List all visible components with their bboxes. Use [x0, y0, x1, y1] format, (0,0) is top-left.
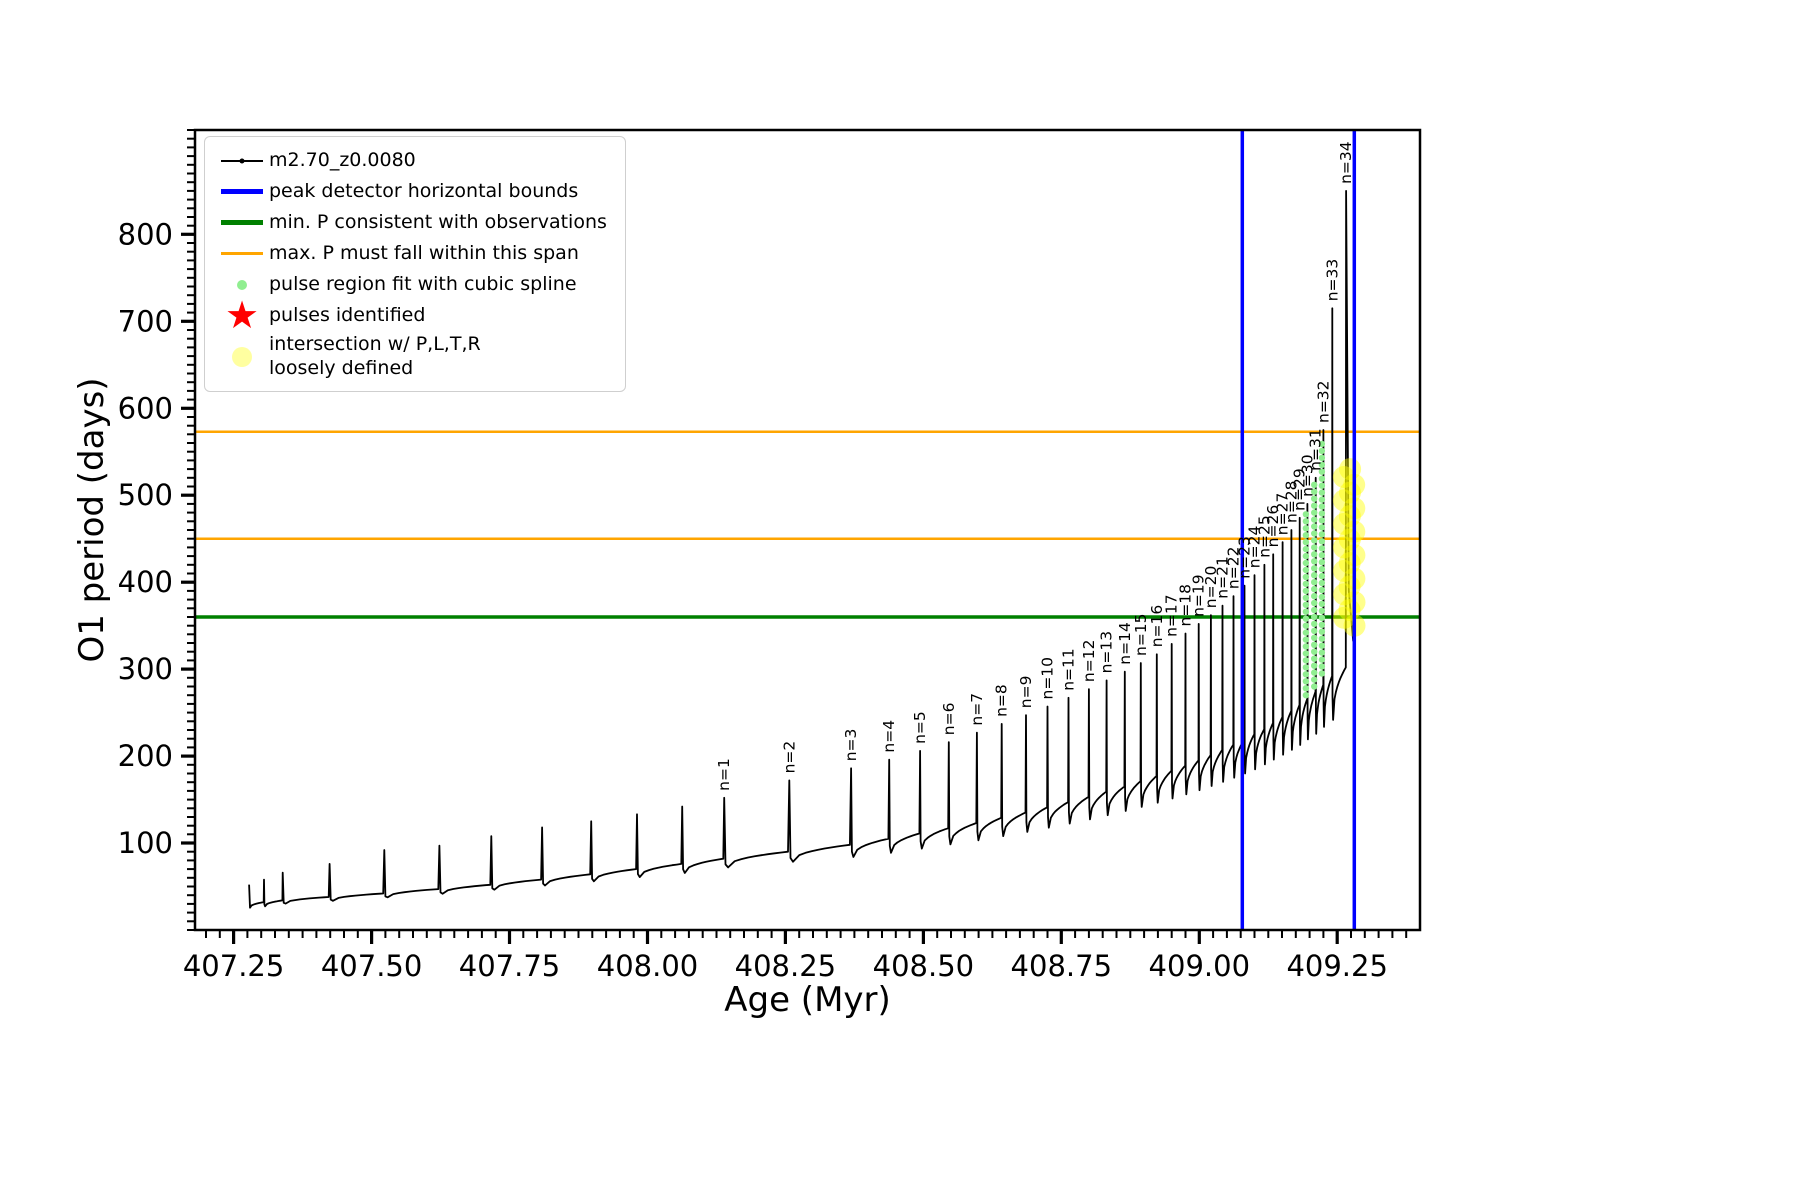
x-tick-label: 409.00 [1149, 949, 1250, 983]
svg-text:n=6: n=6 [940, 703, 958, 736]
legend-label: intersection w/ P,L,T,R loosely defined [269, 333, 481, 379]
legend-label: m2.70_z0.0080 [269, 148, 416, 171]
svg-text:n=26: n=26 [1264, 505, 1282, 548]
yellow-dot-marker [215, 346, 269, 367]
orange-line-marker [215, 252, 269, 255]
svg-text:n=25: n=25 [1255, 515, 1273, 558]
svg-text:n=20: n=20 [1202, 566, 1220, 609]
x-tick-label: 408.75 [1011, 949, 1112, 983]
svg-text:n=13: n=13 [1098, 631, 1116, 674]
y-tick-label: 500 [118, 478, 173, 512]
x-tick-label: 408.25 [735, 949, 836, 983]
svg-text:n=8: n=8 [993, 684, 1011, 717]
x-tick-label: 407.75 [459, 949, 560, 983]
x-tick-label: 409.25 [1286, 949, 1387, 983]
svg-text:n=21: n=21 [1214, 556, 1232, 599]
x-major-ticks: 407.25 407.50 407.75 408.00 408.25 408.50 408.… [183, 930, 1388, 983]
legend-item-peak-bounds: peak detector horizontal bounds [215, 178, 607, 205]
legend-item-intersection: intersection w/ P,L,T,R loosely defined [215, 333, 607, 381]
svg-text:n=16: n=16 [1148, 605, 1166, 648]
green-line-marker [215, 220, 269, 225]
svg-text:n=9: n=9 [1017, 676, 1035, 709]
y-minor-ticks [187, 129, 195, 931]
svg-text:n=7: n=7 [968, 693, 986, 726]
svg-text:n=5: n=5 [911, 711, 929, 744]
svg-text:n=29: n=29 [1291, 468, 1309, 511]
svg-text:n=27: n=27 [1274, 493, 1292, 536]
y-tick-label: 700 [118, 304, 173, 338]
svg-text:n=11: n=11 [1060, 648, 1078, 691]
x-tick-label: 407.50 [321, 949, 422, 983]
x-tick-label: 408.00 [597, 949, 698, 983]
svg-text:n=10: n=10 [1039, 657, 1057, 700]
legend: m2.70_z0.0080 peak detector horizontal b… [204, 136, 626, 392]
svg-text:n=3: n=3 [842, 729, 860, 762]
pulse-labels: n=1n=2 n=3 n=4 n=5 n=6 n=7 n=8 n=9 n=10 n=11 n=12 n… [715, 141, 1355, 790]
svg-text:n=32: n=32 [1314, 380, 1332, 423]
svg-text:n=23: n=23 [1236, 536, 1254, 579]
legend-item-min-p: min. P consistent with observations [215, 209, 607, 236]
svg-text:n=4: n=4 [880, 720, 898, 753]
y-tick-label: 100 [118, 826, 173, 860]
legend-item-pulses: ★ pulses identified [215, 293, 607, 337]
svg-text:n=24: n=24 [1246, 526, 1264, 569]
legend-label: pulses identified [269, 303, 426, 326]
svg-text:n=33: n=33 [1323, 259, 1341, 302]
svg-text:n=17: n=17 [1163, 594, 1181, 637]
legend-label: max. P must fall within this span [269, 241, 579, 264]
legend-item-series: m2.70_z0.0080 [215, 147, 607, 174]
svg-text:n=30: n=30 [1298, 454, 1316, 497]
x-axis-label: Age (Myr) [724, 980, 891, 1020]
legend-label: peak detector horizontal bounds [269, 179, 579, 202]
series-line [248, 190, 1355, 909]
svg-text:n=1: n=1 [715, 758, 733, 791]
svg-text:n=15: n=15 [1132, 613, 1150, 656]
legend-item-spline-fit: pulse region fit with cubic spline [215, 271, 607, 298]
y-tick-label: 800 [118, 217, 173, 251]
intersection-blob [1332, 458, 1366, 637]
legend-item-max-p-span: max. P must fall within this span [215, 240, 607, 267]
svg-text:n=12: n=12 [1080, 640, 1098, 683]
svg-text:n=2: n=2 [780, 741, 798, 774]
svg-text:n=31: n=31 [1307, 428, 1325, 471]
green-dot-marker [215, 279, 269, 290]
svg-text:n=19: n=19 [1190, 574, 1208, 617]
svg-text:n=14: n=14 [1116, 622, 1134, 665]
svg-text:n=22: n=22 [1225, 547, 1243, 590]
y-major-ticks: 100 200 300 400 500 600 700 800 [118, 217, 195, 860]
svg-text:n=18: n=18 [1177, 584, 1195, 627]
y-tick-label: 300 [118, 652, 173, 686]
y-tick-label: 600 [118, 391, 173, 425]
series-line-marker [215, 158, 269, 163]
y-axis-label: O1 period (days) [72, 377, 112, 663]
legend-label: pulse region fit with cubic spline [269, 272, 577, 295]
svg-text:n=34: n=34 [1337, 141, 1355, 184]
x-tick-label: 408.50 [873, 949, 974, 983]
x-tick-label: 407.25 [183, 949, 284, 983]
y-tick-label: 400 [118, 565, 173, 599]
svg-text:n=28: n=28 [1282, 480, 1300, 523]
spline-fit-dots [1302, 440, 1326, 699]
y-tick-label: 200 [118, 739, 173, 773]
legend-label: min. P consistent with observations [269, 210, 607, 233]
blue-line-marker [215, 189, 269, 194]
star-icon: ★ [224, 293, 260, 337]
